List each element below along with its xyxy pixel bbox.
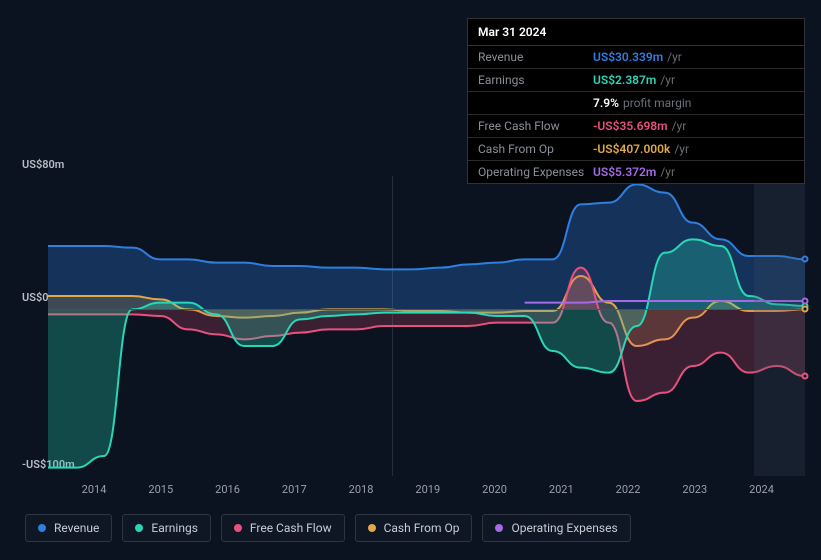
legend-label: Operating Expenses [511, 521, 617, 535]
tooltip-row: 7.9% profit margin [468, 92, 804, 115]
tooltip-label: Free Cash Flow [478, 119, 593, 133]
x-label: 2018 [349, 483, 374, 496]
x-label: 2015 [148, 483, 173, 496]
tooltip-value: -US$407.000k [593, 142, 670, 156]
legend-label: Cash From Op [384, 521, 460, 535]
legend-label: Revenue [54, 521, 99, 535]
tooltip-label: Cash From Op [478, 142, 593, 156]
tooltip-label: Earnings [478, 73, 593, 87]
legend-dot-icon [135, 524, 143, 532]
x-label: 2020 [482, 483, 507, 496]
x-label: 2017 [282, 483, 307, 496]
tooltip-suffix: /yr [660, 165, 675, 179]
x-label: 2019 [415, 483, 440, 496]
future-region [754, 176, 805, 476]
x-label: 2022 [616, 483, 641, 496]
legend-label: Free Cash Flow [250, 521, 332, 535]
legend-item-opex[interactable]: Operating Expenses [482, 514, 630, 542]
chart: US$80m US$0 -US$100m 2014201520162017201… [18, 158, 805, 498]
legend-dot-icon [234, 524, 242, 532]
tooltip-rows: Revenue US$30.339m /yrEarnings US$2.387m… [468, 46, 804, 183]
tooltip-panel: Mar 31 2024 Revenue US$30.339m /yrEarnin… [467, 18, 805, 184]
tooltip-suffix: /yr [674, 142, 689, 156]
x-label: 2024 [749, 483, 774, 496]
x-label: 2021 [549, 483, 574, 496]
tooltip-suffix: /yr [667, 50, 682, 64]
tooltip-suffix: /yr [660, 73, 675, 87]
y-label-top: US$80m [22, 158, 64, 171]
tooltip-label: Revenue [478, 50, 593, 64]
legend-label: Earnings [151, 521, 198, 535]
legend-dot-icon [495, 524, 503, 532]
series-end-marker [802, 306, 809, 313]
tooltip-value: US$2.387m [593, 73, 656, 87]
plot-area[interactable] [48, 176, 805, 476]
tooltip-value: US$30.339m [593, 50, 663, 64]
tooltip-label: Operating Expenses [478, 165, 593, 179]
series-end-marker [802, 256, 809, 263]
legend-item-earnings[interactable]: Earnings [122, 514, 211, 542]
series-end-marker [802, 373, 809, 380]
tooltip-row: Earnings US$2.387m /yr [468, 69, 804, 92]
x-label: 2014 [82, 483, 107, 496]
hover-vline [392, 176, 393, 476]
x-label: 2023 [682, 483, 707, 496]
tooltip-date: Mar 31 2024 [468, 19, 804, 46]
legend-item-free_cash_flow[interactable]: Free Cash Flow [221, 514, 345, 542]
tooltip-row: Revenue US$30.339m /yr [468, 46, 804, 69]
tooltip-value: US$5.372m [593, 165, 656, 179]
tooltip-suffix: /yr [672, 119, 687, 133]
tooltip-row: Operating Expenses US$5.372m /yr [468, 161, 804, 183]
legend-dot-icon [368, 524, 376, 532]
x-label: 2016 [215, 483, 240, 496]
tooltip-value: -US$35.698m [593, 119, 668, 133]
tooltip-row: Cash From Op -US$407.000k /yr [468, 138, 804, 161]
legend: Revenue Earnings Free Cash Flow Cash Fro… [25, 514, 631, 542]
series-end-marker [802, 298, 809, 305]
series-svg [48, 176, 805, 476]
zero-line [48, 309, 805, 310]
legend-item-cash_from_op[interactable]: Cash From Op [355, 514, 473, 542]
y-label-zero: US$0 [22, 291, 49, 304]
tooltip-row: Free Cash Flow -US$35.698m /yr [468, 115, 804, 138]
legend-item-revenue[interactable]: Revenue [25, 514, 112, 542]
legend-dot-icon [38, 524, 46, 532]
